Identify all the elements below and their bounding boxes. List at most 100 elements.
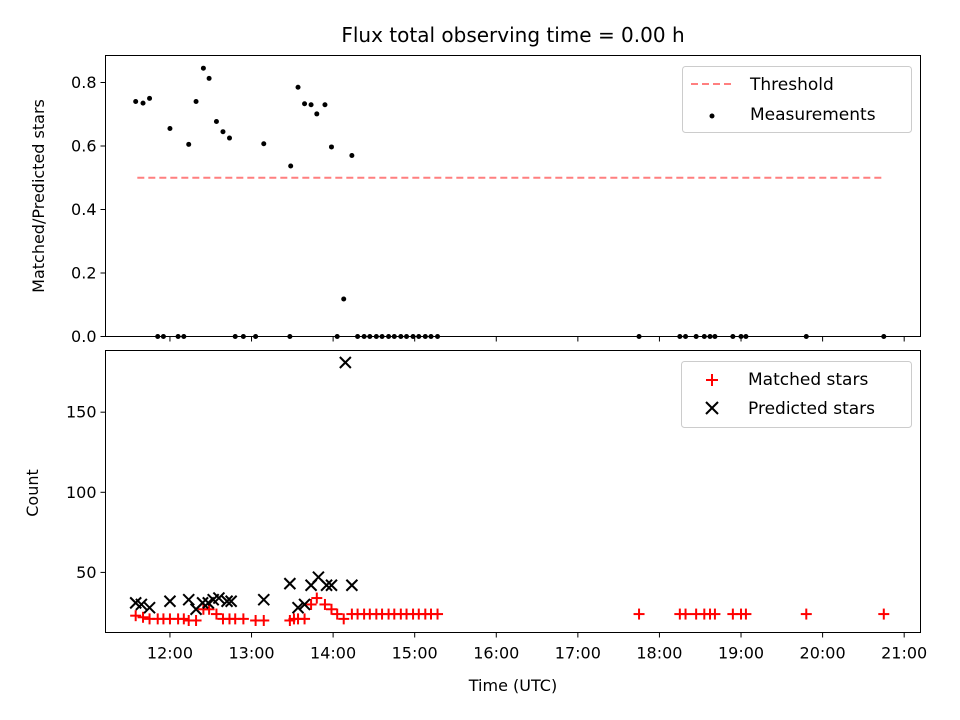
x-tick-label: 15:00 bbox=[392, 644, 438, 663]
top-panel-title: Flux total observing time = 0.00 h bbox=[341, 23, 684, 47]
predicted-stars-point bbox=[291, 601, 305, 614]
matched-stars-point bbox=[299, 613, 311, 625]
predicted-stars-point bbox=[283, 577, 297, 590]
measurement-point bbox=[295, 84, 301, 90]
x-tick-label: 13:00 bbox=[228, 644, 274, 663]
y-tick-label: 150 bbox=[66, 403, 97, 422]
matched-stars-point bbox=[137, 611, 149, 623]
top-panel-frame bbox=[105, 55, 921, 337]
bottom-panel-ylabel: Count bbox=[23, 469, 42, 517]
bottom-panel-frame bbox=[105, 350, 921, 633]
matched-stars-point bbox=[130, 610, 142, 622]
legend-box bbox=[681, 361, 912, 428]
measurement-point bbox=[133, 99, 139, 105]
measurement-point bbox=[308, 102, 314, 108]
legend-measurements-label: Measurements bbox=[750, 105, 876, 125]
top-panel-ticks: 0.0 0.2 0.4 0.6 0.8 bbox=[71, 73, 905, 346]
x-tick-label: 18:00 bbox=[636, 644, 682, 663]
top-panel-legend: Threshold Measurements bbox=[682, 66, 912, 133]
matched-stars-point bbox=[338, 613, 350, 625]
matched-stars-point bbox=[800, 608, 812, 620]
matched-stars-point bbox=[305, 598, 317, 610]
measurement-point bbox=[167, 126, 173, 132]
matched-stars-point bbox=[237, 613, 249, 625]
predicted-stars-point bbox=[143, 601, 156, 614]
matched-stars-point bbox=[325, 603, 337, 615]
measurement-point bbox=[341, 296, 347, 302]
predicted-stars-point bbox=[257, 593, 270, 606]
matched-stars-point bbox=[210, 608, 222, 620]
measurement-point bbox=[147, 95, 153, 101]
x-tick-label: 17:00 bbox=[555, 644, 601, 663]
predicted-stars-point bbox=[224, 595, 238, 608]
y-tick-label: 0.6 bbox=[71, 136, 96, 155]
predicted-stars-point bbox=[220, 595, 234, 608]
predicted-stars-point bbox=[339, 356, 352, 369]
measurement-point bbox=[302, 101, 308, 107]
measurement-point bbox=[322, 102, 328, 108]
legend-predicted-swatch bbox=[705, 401, 719, 415]
y-tick-label: 0.0 bbox=[71, 327, 96, 346]
matched-stars-point bbox=[878, 608, 890, 620]
predicted-stars-point bbox=[298, 598, 311, 611]
matched-stars-point bbox=[709, 608, 721, 620]
matched-stars-point bbox=[319, 598, 331, 610]
legend-threshold-label: Threshold bbox=[749, 75, 834, 95]
matched-stars-point bbox=[178, 613, 190, 625]
measurement-point bbox=[261, 141, 267, 147]
legend-matched-swatch bbox=[706, 374, 718, 386]
legend-measurements-swatch bbox=[709, 113, 715, 119]
x-tick-label: 19:00 bbox=[718, 644, 764, 663]
x-tick-label: 21:00 bbox=[881, 644, 927, 663]
measurement-point bbox=[186, 141, 192, 147]
matched-stars-point bbox=[680, 608, 692, 620]
predicted-stars-point bbox=[135, 598, 148, 611]
bottom-panel-data bbox=[129, 356, 890, 626]
y-tick-label: 0.2 bbox=[71, 263, 96, 282]
matched-stars-point bbox=[203, 603, 215, 615]
predicted-stars-point bbox=[163, 595, 177, 608]
x-tick-label: 14:00 bbox=[310, 644, 356, 663]
measurement-point bbox=[200, 65, 206, 71]
measurement-point bbox=[349, 153, 355, 159]
matched-stars-point bbox=[331, 608, 343, 620]
y-tick-label: 0.4 bbox=[71, 200, 96, 219]
matched-stars-point bbox=[190, 614, 202, 626]
measurement-point bbox=[140, 100, 146, 106]
matched-stars-point bbox=[740, 608, 752, 620]
measurement-point bbox=[206, 75, 212, 81]
measurement-point bbox=[314, 111, 320, 117]
x-tick-label: 16:00 bbox=[473, 644, 519, 663]
predicted-stars-point bbox=[325, 579, 338, 592]
bottom-panel-xlabel: Time (UTC) bbox=[468, 676, 557, 695]
measurement-point bbox=[328, 144, 334, 150]
bottom-panel-ticks: 50 100 150 12:00 13:00 14:00 15:00 16:00 17:00 18… bbox=[66, 403, 927, 663]
predicted-stars-point bbox=[182, 593, 195, 606]
predicted-stars-point bbox=[345, 579, 359, 592]
top-panel-ylabel: Matched/Predicted stars bbox=[29, 99, 48, 293]
top-panel: Flux total observing time = 0.00 h 0.00.… bbox=[29, 23, 921, 346]
legend-predicted-label: Predicted stars bbox=[748, 399, 875, 419]
predicted-stars-point bbox=[196, 596, 209, 610]
measurement-point bbox=[220, 129, 226, 135]
y-tick-label: 0.8 bbox=[71, 73, 96, 92]
legend-matched-label: Matched stars bbox=[748, 370, 868, 390]
measurement-point bbox=[213, 119, 219, 125]
predicted-stars-point bbox=[320, 579, 333, 592]
matched-stars-point bbox=[432, 608, 444, 620]
bottom-panel: 50 100 150 12:00 13:00 14:00 15:00 16:00 17:00 18… bbox=[23, 350, 927, 695]
measurement-point bbox=[193, 99, 199, 105]
bottom-panel-legend: Matched stars Predicted stars bbox=[681, 361, 912, 428]
measurement-point bbox=[227, 135, 233, 141]
matched-stars-point bbox=[311, 592, 323, 604]
y-tick-label: 100 bbox=[66, 483, 97, 502]
predicted-stars-point bbox=[212, 591, 226, 605]
measurement-point bbox=[288, 163, 294, 169]
x-tick-label: 20:00 bbox=[800, 644, 846, 663]
matched-stars-point bbox=[258, 614, 270, 626]
y-tick-label: 50 bbox=[76, 563, 96, 582]
matched-stars-point bbox=[633, 608, 645, 620]
legend-box bbox=[682, 66, 912, 133]
x-tick-label: 12:00 bbox=[147, 644, 193, 663]
